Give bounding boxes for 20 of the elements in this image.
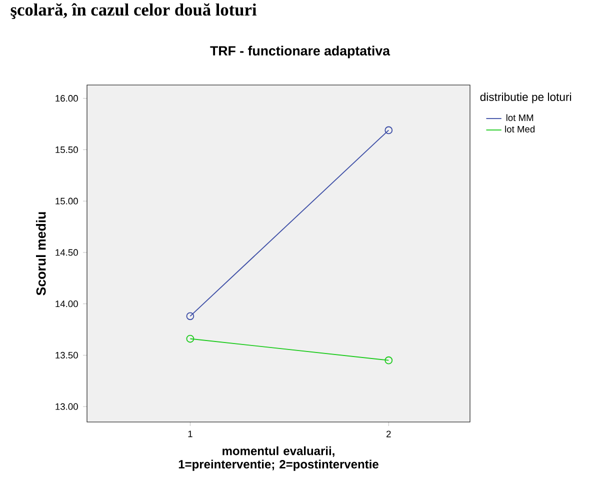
legend-title: distributie pe loturi [480, 92, 572, 104]
y-tick-label: 14.00 [56, 300, 78, 308]
point [384, 356, 393, 364]
x-tick-label: 1 [188, 430, 192, 438]
y-tick-label: 13.00 [56, 403, 78, 410]
y-tick-label: 13.50 [56, 352, 78, 358]
y-tick-label: 15.50 [56, 146, 78, 154]
point [186, 334, 194, 343]
y-tick-label: 16.00 [56, 95, 78, 102]
point [186, 312, 194, 320]
legend-label: lot MM [506, 114, 534, 122]
chart-title: TRF - functionare adaptativa [210, 46, 390, 58]
text: şcolară, în cazul celor două loturi [10, 3, 257, 20]
legend-label: lot Med [505, 126, 535, 132]
y-tick-label: 15.00 [56, 198, 78, 204]
x-tick-label: 2 [386, 430, 391, 438]
y-tick-label: 14.50 [56, 249, 78, 256]
y-axis-title: Scorul mediu [36, 212, 46, 296]
x-axis-title: momentul evaluarii, 1=preinterventie; 2=postinterventie [178, 446, 378, 471]
point [384, 126, 393, 134]
